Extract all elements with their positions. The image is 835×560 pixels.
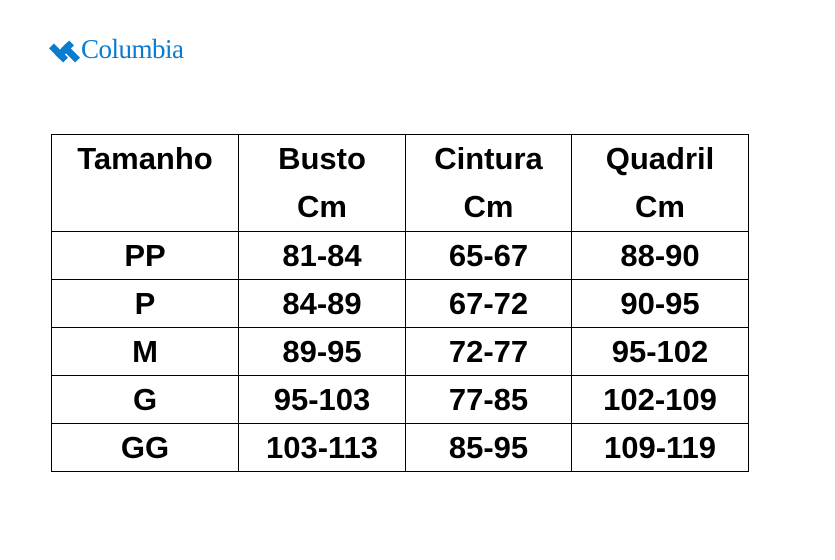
cintura-cell: 85-95 — [405, 423, 572, 472]
busto-cell: 84-89 — [238, 279, 406, 328]
size-cell: PP — [51, 231, 239, 280]
table-row: G 95-103 77-85 102-109 — [51, 375, 749, 424]
brand-name: Columbia — [81, 34, 184, 64]
header-busto: Busto Cm — [238, 134, 406, 232]
size-cell: M — [51, 327, 239, 376]
quadril-cell: 90-95 — [571, 279, 749, 328]
header-unit: Cm — [297, 189, 347, 224]
header-quadril: Quadril Cm — [571, 134, 749, 232]
busto-cell: 89-95 — [238, 327, 406, 376]
header-cintura: Cintura Cm — [405, 134, 572, 232]
header-unit: Cm — [635, 189, 685, 224]
table-row: M 89-95 72-77 95-102 — [51, 327, 749, 376]
table-row: PP 81-84 65-67 88-90 — [51, 231, 749, 280]
size-cell: G — [51, 375, 239, 424]
header-line: Tamanho — [77, 141, 213, 176]
table-row: P 84-89 67-72 90-95 — [51, 279, 749, 328]
cintura-cell: 65-67 — [405, 231, 572, 280]
quadril-cell: 109-119 — [571, 423, 749, 472]
header-row: Tamanho Busto Cm Cintura Cm Quadril Cm — [51, 134, 749, 232]
size-cell: GG — [51, 423, 239, 472]
header-unit: Cm — [463, 189, 514, 224]
header-line: Quadril — [605, 141, 715, 176]
busto-cell: 95-103 — [238, 375, 406, 424]
columbia-logo: Columbia — [48, 34, 184, 65]
quadril-cell: 95-102 — [571, 327, 749, 376]
quadril-cell: 88-90 — [571, 231, 749, 280]
cintura-cell: 72-77 — [405, 327, 572, 376]
busto-cell: 81-84 — [238, 231, 406, 280]
table-row: GG 103-113 85-95 109-119 — [51, 423, 749, 472]
header-line: Cintura — [434, 141, 543, 176]
header-line: Busto — [278, 141, 366, 176]
columbia-diamond-icon — [48, 37, 81, 63]
cintura-cell: 67-72 — [405, 279, 572, 328]
cintura-cell: 77-85 — [405, 375, 572, 424]
header-tamanho: Tamanho — [51, 134, 239, 232]
quadril-cell: 102-109 — [571, 375, 749, 424]
size-chart-table: Tamanho Busto Cm Cintura Cm Quadril Cm PP 81… — [51, 134, 749, 472]
busto-cell: 103-113 — [238, 423, 406, 472]
size-cell: P — [51, 279, 239, 328]
